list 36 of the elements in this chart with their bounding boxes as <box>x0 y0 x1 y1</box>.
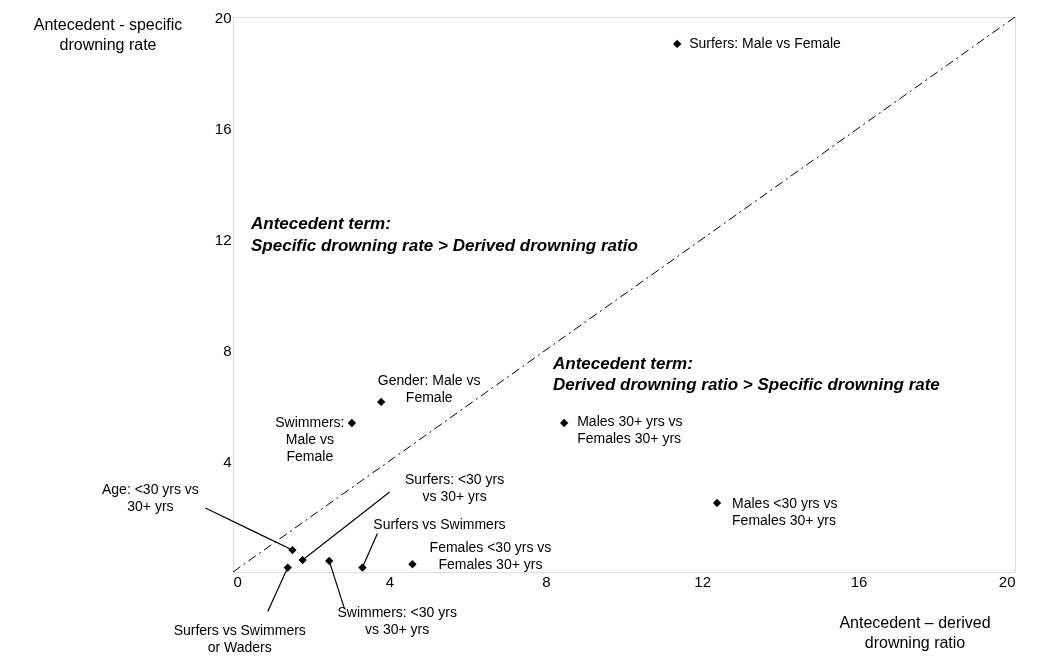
annotation: Females <30 yrs vs Females 30+ yrs <box>429 538 552 572</box>
annotation: Surfers vs Swimmers <box>373 515 506 532</box>
x-tick-label: 20 <box>998 572 1016 590</box>
point <box>559 418 569 428</box>
annotation: Derived drowning ratio > Specific drowning rate <box>553 375 940 394</box>
y-tick-label: 12 <box>214 230 232 248</box>
x-tick-label: 12 <box>694 572 712 590</box>
y-tick-label: 8 <box>223 341 232 359</box>
y-tick-label: 16 <box>214 119 232 137</box>
x-tick-label: 0 <box>233 572 242 590</box>
point <box>347 418 357 428</box>
annotation: Antecedent term: <box>250 214 391 233</box>
point <box>408 560 417 569</box>
annotation: Surfers: Male vs Female <box>689 34 842 51</box>
point <box>712 498 722 508</box>
point <box>672 39 682 49</box>
annotation: Males 30+ yrs vs Females 30+ yrs <box>577 413 683 447</box>
annotation: Age: <30 yrs vs 30+ yrs <box>101 480 199 514</box>
y-tick-label: 20 <box>214 8 232 26</box>
annotation: Surfers vs Swimmers or Waders <box>173 622 306 656</box>
annotation: Gender: Male vs Female <box>377 372 481 406</box>
point <box>358 563 367 572</box>
annotation: Antecedent term: <box>552 354 693 373</box>
x-tick-label: 8 <box>542 572 551 590</box>
annotation: Males <30 yrs vs Females 30+ yrs <box>732 495 838 529</box>
y-axis-title: Antecedent - specific drowning rate <box>33 16 183 53</box>
x-tick-label: 4 <box>385 572 395 590</box>
point <box>377 397 386 407</box>
y-tick-label: 4 <box>223 452 232 470</box>
x-axis-title: Antecedent – derived drowning ratio <box>839 614 991 651</box>
annotation: Surfers: <30 yrs vs 30+ yrs <box>405 470 505 504</box>
annotation: Swimmers: <30 yrs vs 30+ yrs <box>337 604 457 638</box>
point <box>325 556 334 566</box>
annotation: Swimmers: Male vs Female <box>275 413 345 464</box>
x-tick-label: 16 <box>850 572 868 590</box>
annotation: Specific drowning rate > Derived drowning ratio <box>251 236 638 255</box>
